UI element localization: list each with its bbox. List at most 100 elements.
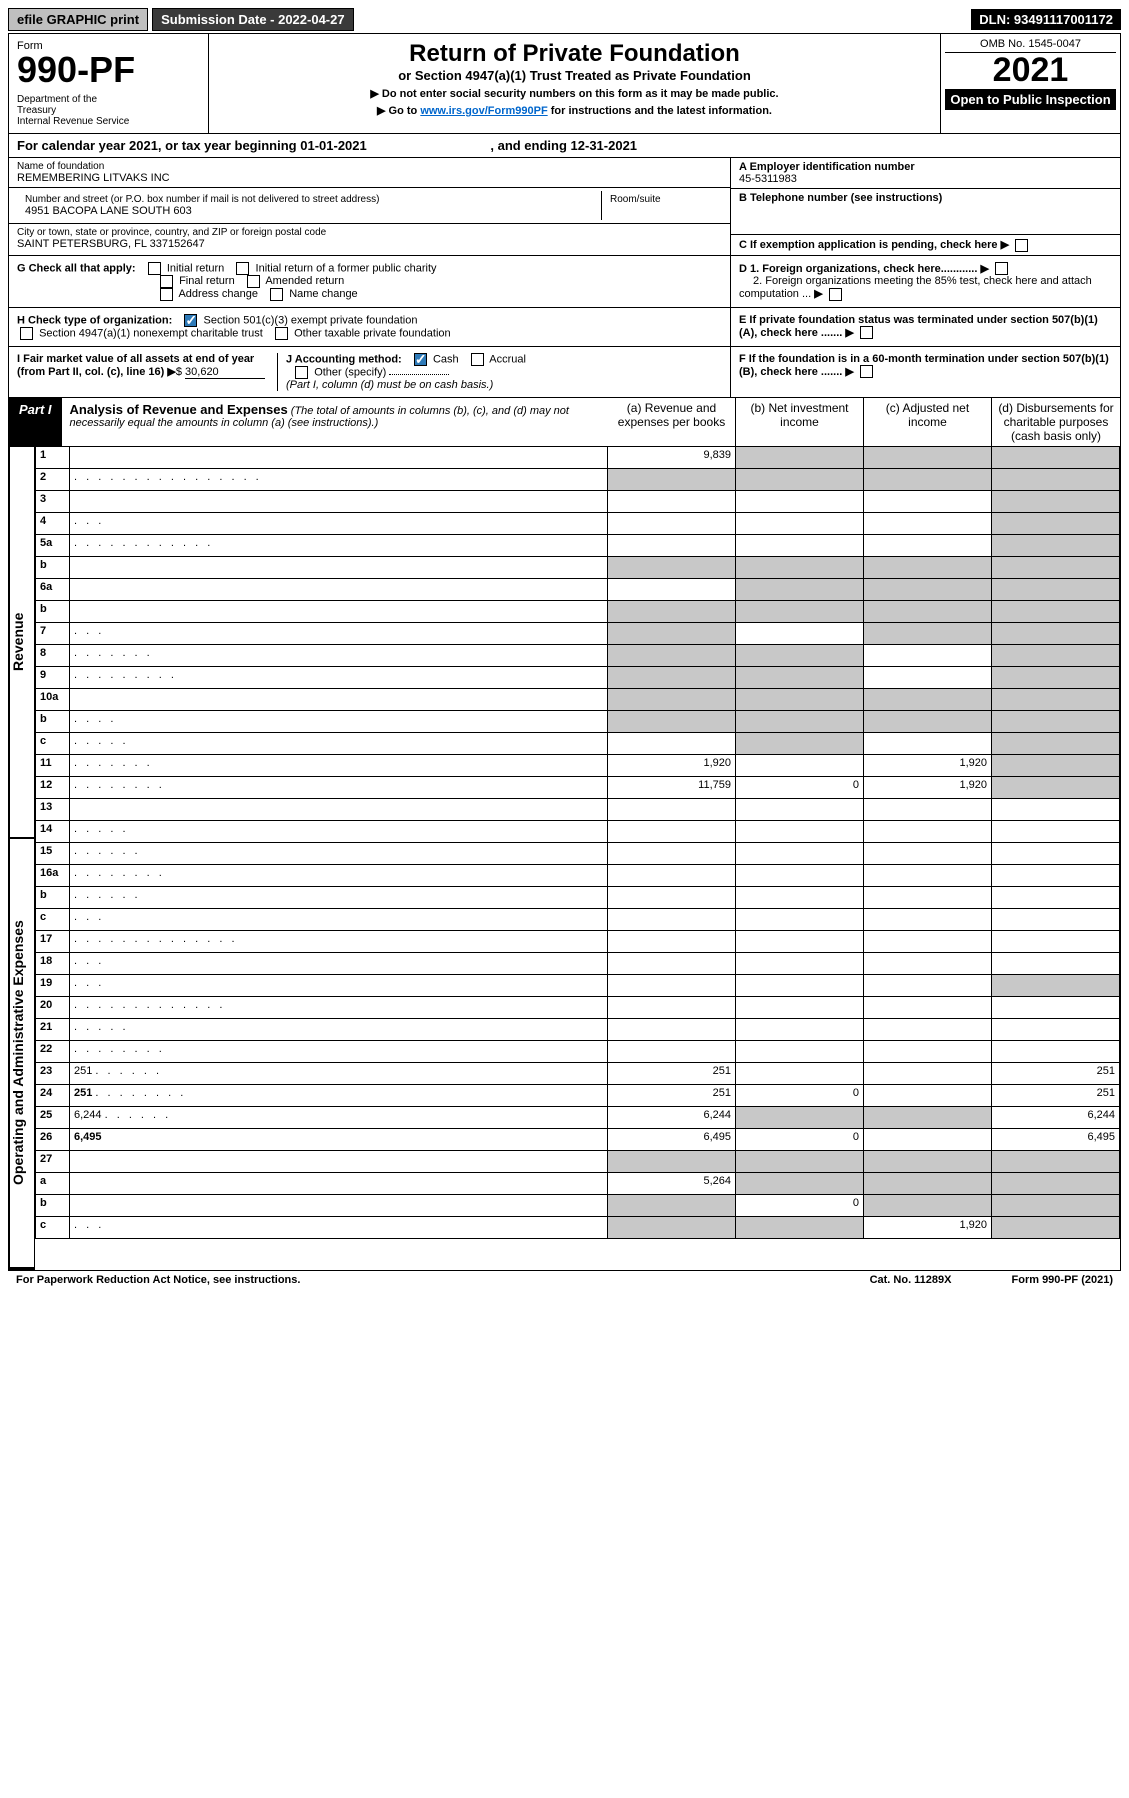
addr-label: Number and street (or P.O. box number if… xyxy=(25,194,593,205)
checkbox-4947[interactable] xyxy=(20,327,33,340)
amt-cell xyxy=(736,600,864,622)
row-desc xyxy=(70,600,608,622)
amt-cell xyxy=(992,446,1120,468)
row-num: 19 xyxy=(36,974,70,996)
part1-header-row: Part I Analysis of Revenue and Expenses … xyxy=(9,398,1120,446)
amt-cell xyxy=(992,798,1120,820)
d2-label: 2. Foreign organizations meeting the 85%… xyxy=(739,275,1092,300)
amt-cell xyxy=(608,952,736,974)
amt-cell xyxy=(608,798,736,820)
amt-cell: 9,839 xyxy=(608,446,736,468)
checkbox-e[interactable] xyxy=(860,326,873,339)
amt-cell xyxy=(864,710,992,732)
g-label: G Check all that apply: xyxy=(17,262,136,274)
row-num: 14 xyxy=(36,820,70,842)
amt-cell xyxy=(864,622,992,644)
amt-cell xyxy=(864,534,992,556)
row-desc: . . . xyxy=(70,952,608,974)
cal-end: 12-31-2021 xyxy=(571,138,638,153)
checkbox-name-change[interactable] xyxy=(270,288,283,301)
amt-cell xyxy=(736,512,864,534)
amt-cell xyxy=(736,446,864,468)
checkbox-cash[interactable] xyxy=(414,353,427,366)
checkbox-other-tax[interactable] xyxy=(275,327,288,340)
amt-cell xyxy=(608,732,736,754)
checkbox-addr-change[interactable] xyxy=(160,288,173,301)
j-opt-0: Cash xyxy=(433,353,459,365)
checkbox-d1[interactable] xyxy=(995,262,1008,275)
amt-cell xyxy=(736,1150,864,1172)
j-label: J Accounting method: xyxy=(286,353,402,365)
amt-cell xyxy=(992,952,1120,974)
amt-cell: 251 xyxy=(992,1062,1120,1084)
checkbox-initial[interactable] xyxy=(148,262,161,275)
table-row: b . . . . . . xyxy=(36,886,1120,908)
amt-cell xyxy=(736,622,864,644)
part-tag: Part I xyxy=(9,398,62,446)
row-desc: . . . . . . . xyxy=(70,754,608,776)
amt-cell xyxy=(608,1194,736,1216)
checkbox-d2[interactable] xyxy=(829,288,842,301)
amt-cell xyxy=(608,644,736,666)
amt-cell: 1,920 xyxy=(864,1216,992,1238)
amt-cell xyxy=(608,864,736,886)
col-d-header: (d) Disbursements for charitable purpose… xyxy=(992,398,1120,446)
arrow-icon: ▶ xyxy=(1001,239,1009,251)
amt-cell xyxy=(736,710,864,732)
row-desc: . . . xyxy=(70,908,608,930)
i-value: 30,620 xyxy=(185,366,265,379)
footer-row: For Paperwork Reduction Act Notice, see … xyxy=(8,1271,1121,1289)
checkbox-initial-former[interactable] xyxy=(236,262,249,275)
table-row: 13 xyxy=(36,798,1120,820)
table-row: 14 . . . . . xyxy=(36,820,1120,842)
checkbox-amended[interactable] xyxy=(247,275,260,288)
table-row: 8 . . . . . . . xyxy=(36,644,1120,666)
amt-cell xyxy=(736,930,864,952)
checkbox-accrual[interactable] xyxy=(471,353,484,366)
table-row: 5a . . . . . . . . . . . . xyxy=(36,534,1120,556)
col-a-header: (a) Revenue and expenses per books xyxy=(608,398,736,446)
amt-cell xyxy=(736,952,864,974)
amt-cell: 0 xyxy=(736,1194,864,1216)
amt-cell xyxy=(736,886,864,908)
table-row: b xyxy=(36,556,1120,578)
efile-button[interactable]: efile GRAPHIC print xyxy=(8,8,148,31)
row-num: 12 xyxy=(36,776,70,798)
amt-cell xyxy=(992,996,1120,1018)
amt-cell xyxy=(864,1150,992,1172)
checkbox-501c3[interactable] xyxy=(184,314,197,327)
amt-cell: 251 xyxy=(608,1084,736,1106)
exemption-cell: C If exemption application is pending, c… xyxy=(731,235,1120,255)
amt-cell xyxy=(864,842,992,864)
row-num: 24 xyxy=(36,1084,70,1106)
checkbox-c[interactable] xyxy=(1015,239,1028,252)
row-desc: . . . . . . . . . xyxy=(70,666,608,688)
address-cell: Number and street (or P.O. box number if… xyxy=(9,188,730,224)
amt-cell xyxy=(992,688,1120,710)
amt-cell xyxy=(992,512,1120,534)
table-row: 18 . . . xyxy=(36,952,1120,974)
amt-cell xyxy=(864,1106,992,1128)
submission-date: Submission Date - 2022-04-27 xyxy=(152,8,354,31)
checkbox-final[interactable] xyxy=(160,275,173,288)
arrow-icon: ▶ xyxy=(845,366,853,378)
row-desc: . . . . . xyxy=(70,820,608,842)
name-label: Name of foundation xyxy=(17,161,722,172)
amt-cell xyxy=(992,1040,1120,1062)
row-desc: . . . . . . . xyxy=(70,644,608,666)
row-desc: . . . . . . . . . . . . . xyxy=(70,996,608,1018)
header-row: Form 990-PF Department of theTreasuryInt… xyxy=(9,34,1120,134)
irs-link[interactable]: www.irs.gov/Form990PF xyxy=(420,105,547,117)
row-num: 4 xyxy=(36,512,70,534)
g-opt-2: Final return xyxy=(179,275,235,287)
h-label: H Check type of organization: xyxy=(17,314,172,326)
row-desc: . . . . . . xyxy=(70,842,608,864)
row-num: 6a xyxy=(36,578,70,600)
checkbox-f[interactable] xyxy=(860,365,873,378)
amt-cell xyxy=(992,1018,1120,1040)
amt-cell xyxy=(736,534,864,556)
amt-cell xyxy=(864,886,992,908)
header-left: Form 990-PF Department of theTreasuryInt… xyxy=(9,34,209,133)
header-center: Return of Private Foundation or Section … xyxy=(209,34,940,133)
checkbox-other-method[interactable] xyxy=(295,366,308,379)
